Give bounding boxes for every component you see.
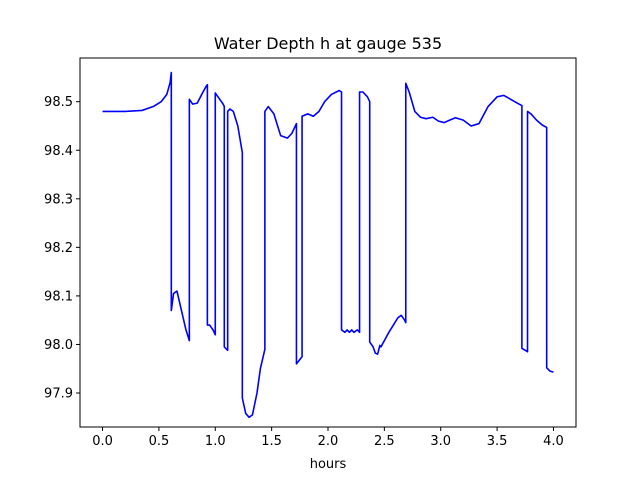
y-tick-label: 98.5: [44, 95, 73, 110]
y-axis: 97.9 98.0 98.1 98.2 98.3 98.4 98.5: [44, 95, 80, 402]
y-tick-label: 98.3: [44, 192, 73, 207]
series-layer: [102, 71, 554, 419]
x-tick-label: 3.0: [430, 434, 451, 449]
y-tick-label: 97.9: [44, 387, 73, 402]
x-axis: 0.0 0.5 1.0 1.5 2.0 2.5 3.0 3.5 4.0: [92, 427, 564, 449]
x-tick-label: 2.5: [374, 434, 395, 449]
x-tick-label: 3.5: [487, 434, 508, 449]
series-line-0: [102, 71, 554, 419]
y-tick-label: 98.4: [44, 144, 73, 159]
y-tick-label: 98.2: [44, 241, 73, 256]
x-tick-label: 1.5: [261, 434, 282, 449]
x-tick-label: 2.0: [318, 434, 339, 449]
x-axis-label: hours: [310, 457, 347, 472]
chart-title: Water Depth h at gauge 535: [214, 34, 442, 53]
x-tick-label: 0.5: [149, 434, 170, 449]
x-tick-label: 1.0: [205, 434, 226, 449]
y-tick-label: 98.1: [44, 289, 73, 304]
x-tick-label: 4.0: [543, 434, 564, 449]
y-tick-label: 98.0: [44, 338, 73, 353]
x-tick-label: 0.0: [92, 434, 113, 449]
